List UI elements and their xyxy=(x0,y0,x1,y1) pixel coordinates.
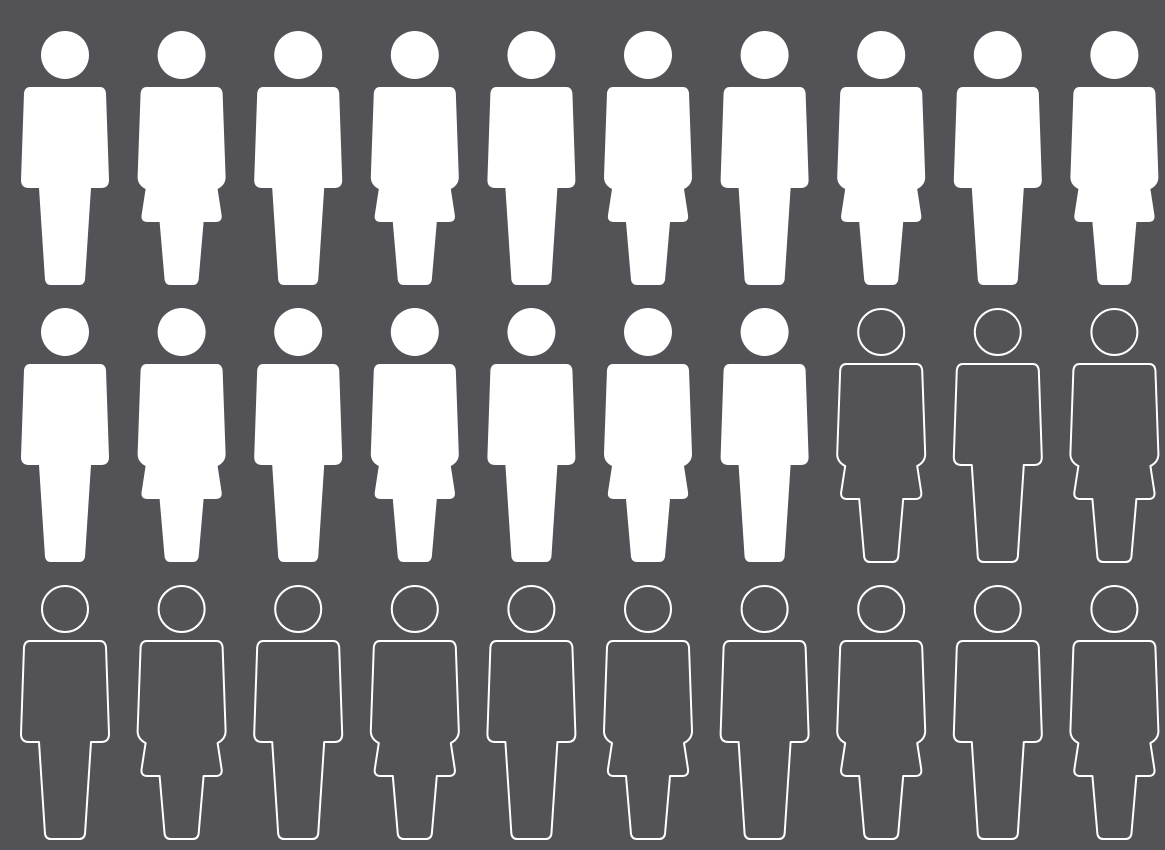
outlined-figure xyxy=(719,585,810,840)
figure-body xyxy=(21,364,109,562)
filled-figure xyxy=(21,308,109,562)
filled-figure xyxy=(370,31,459,285)
figure-head xyxy=(507,308,556,356)
figure-body xyxy=(254,87,343,285)
outlined-figure xyxy=(1069,308,1160,563)
figure-body xyxy=(952,363,1043,563)
filled-figure xyxy=(837,31,926,285)
figure-body xyxy=(487,364,576,562)
outlined-figure xyxy=(136,585,227,840)
figure-body xyxy=(369,640,460,840)
filled-figure xyxy=(254,308,343,562)
figure-body xyxy=(486,640,577,840)
filled-figure xyxy=(604,31,692,285)
figure-head xyxy=(41,585,89,633)
figure-body xyxy=(370,364,459,562)
figure-body xyxy=(370,87,459,285)
filled-figure xyxy=(720,31,809,285)
figure-body xyxy=(1070,87,1159,285)
figure-body xyxy=(254,364,343,562)
figure-body xyxy=(1069,363,1160,563)
figure-head xyxy=(390,308,439,356)
figure-head xyxy=(157,31,206,79)
figure-body xyxy=(604,364,692,562)
figure-head xyxy=(390,585,439,633)
figure-head xyxy=(624,31,672,79)
figure-body xyxy=(720,364,809,562)
figure-body xyxy=(836,363,927,563)
outlined-figure xyxy=(1069,585,1160,840)
figure-head xyxy=(1090,31,1139,79)
outlined-figure xyxy=(486,585,577,840)
figure-head xyxy=(857,585,906,633)
filled-figure xyxy=(370,308,459,562)
filled-figure xyxy=(21,31,109,285)
figure-head xyxy=(274,585,323,633)
figure-head xyxy=(157,308,206,356)
figure-body xyxy=(720,87,809,285)
outlined-figure xyxy=(836,585,927,840)
figure-body xyxy=(21,87,109,285)
filled-figure xyxy=(487,31,576,285)
figure-head xyxy=(740,31,789,79)
figure-head xyxy=(624,585,672,633)
figure-head xyxy=(740,308,789,356)
figure-head xyxy=(857,31,906,79)
figure-head xyxy=(41,31,89,79)
figure-head xyxy=(157,585,206,633)
outlined-figure xyxy=(836,308,927,563)
figure-body xyxy=(487,87,576,285)
figure-body xyxy=(953,87,1042,285)
figure-head xyxy=(274,31,323,79)
figure-head xyxy=(973,31,1022,79)
figure-head xyxy=(507,585,556,633)
figure-body xyxy=(253,640,344,840)
figure-head xyxy=(274,308,323,356)
figure-body xyxy=(136,640,227,840)
figure-head xyxy=(973,308,1022,356)
figure-head xyxy=(41,308,89,356)
figure-body xyxy=(137,87,226,285)
figure-body xyxy=(719,640,810,840)
figure-body xyxy=(952,640,1043,840)
filled-figure xyxy=(720,308,809,562)
figure-body xyxy=(837,87,926,285)
figure-body xyxy=(603,640,693,840)
figure-head xyxy=(973,585,1022,633)
figure-head xyxy=(624,308,672,356)
outlined-figure xyxy=(20,585,110,840)
outlined-figure xyxy=(603,585,693,840)
figure-body xyxy=(836,640,927,840)
filled-figure xyxy=(1070,31,1159,285)
filled-figure xyxy=(604,308,692,562)
filled-figure xyxy=(254,31,343,285)
outlined-figure xyxy=(952,585,1043,840)
filled-figure xyxy=(137,308,226,562)
figure-head xyxy=(1090,585,1139,633)
outlined-figure xyxy=(952,308,1043,563)
figure-head xyxy=(740,585,789,633)
filled-figure xyxy=(487,308,576,562)
figure-head xyxy=(390,31,439,79)
outlined-figure xyxy=(369,585,460,840)
figure-head xyxy=(507,31,556,79)
figure-head xyxy=(1090,308,1139,356)
figure-body xyxy=(604,87,692,285)
figure-head xyxy=(857,308,906,356)
figure-body xyxy=(137,364,226,562)
outlined-figure xyxy=(253,585,344,840)
filled-figure xyxy=(953,31,1042,285)
figure-body xyxy=(1069,640,1160,840)
figure-body xyxy=(20,640,110,840)
filled-figure xyxy=(137,31,226,285)
